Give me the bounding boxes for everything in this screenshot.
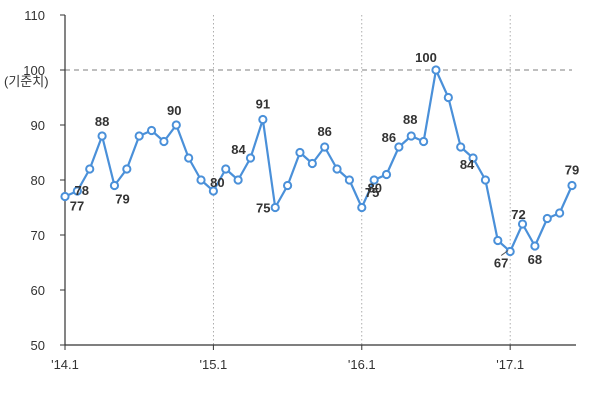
data-point	[493, 235, 503, 246]
y-tick-label: 90	[31, 118, 45, 133]
data-point	[517, 219, 528, 229]
data-point	[567, 180, 577, 191]
y-tick-label: 60	[31, 283, 45, 298]
data-point	[505, 246, 515, 257]
data-point	[443, 92, 453, 103]
data-point	[357, 202, 367, 213]
data-label: 100	[415, 50, 437, 65]
data-point	[146, 125, 157, 136]
data-label: 88	[403, 112, 417, 127]
data-point	[320, 142, 330, 152]
y-tick-label: 100	[23, 63, 45, 78]
data-point	[60, 191, 70, 202]
data-point	[282, 180, 293, 191]
y-tick-label: 110	[24, 8, 45, 23]
data-point	[530, 241, 540, 251]
data-point	[221, 164, 231, 174]
data-point	[307, 158, 317, 169]
data-point	[344, 175, 355, 185]
data-label: 86	[382, 130, 396, 145]
data-label: 79	[565, 163, 579, 178]
data-point	[394, 142, 404, 152]
data-point	[258, 114, 268, 125]
data-point	[159, 136, 169, 147]
data-point	[184, 153, 194, 163]
x-axis-ticks: '14.1 '15.1 '16.1 '17.1	[51, 345, 524, 372]
label-leader-line	[500, 250, 509, 256]
data-point	[332, 164, 342, 174]
data-labels: 7778887990808491758680758688100846772687…	[70, 50, 579, 271]
gridlines	[212, 15, 511, 345]
data-point	[85, 164, 95, 174]
data-label: 78	[74, 183, 88, 198]
data-point	[295, 147, 305, 158]
data-label: 84	[231, 142, 246, 157]
data-label: 86	[317, 124, 331, 139]
data-points	[60, 65, 577, 257]
data-label: 90	[167, 103, 181, 118]
x-tick-label: '14.1	[51, 357, 79, 372]
y-tick-label: 80	[31, 173, 45, 188]
data-point	[196, 175, 206, 185]
reference-label: (기준치)	[4, 74, 49, 89]
data-point	[369, 175, 379, 185]
data-label: 77	[70, 199, 84, 214]
data-point	[555, 208, 565, 218]
data-label: 72	[511, 207, 525, 222]
data-point	[245, 153, 256, 163]
data-point	[431, 65, 441, 75]
x-tick-label: '15.1	[199, 357, 227, 372]
data-point	[208, 186, 218, 196]
data-point	[72, 186, 82, 196]
data-point	[381, 169, 392, 180]
data-label: 88	[95, 114, 109, 129]
data-point	[233, 175, 243, 185]
data-label: 75	[256, 201, 270, 216]
data-label: 84	[460, 157, 475, 172]
data-point	[134, 131, 144, 141]
data-point	[480, 175, 491, 185]
data-point	[468, 153, 478, 163]
x-tick-label: '17.1	[496, 357, 524, 372]
data-label: 67	[494, 256, 508, 271]
data-point	[542, 213, 552, 224]
data-label: 68	[528, 252, 542, 267]
series-line	[64, 68, 574, 253]
y-tick-label: 50	[31, 338, 45, 353]
data-point	[122, 164, 132, 174]
data-point	[419, 136, 429, 147]
data-label: 91	[256, 97, 270, 112]
data-label: 80	[210, 175, 224, 190]
data-point	[97, 131, 107, 141]
data-label: 80	[368, 181, 382, 196]
x-tick-label: '16.1	[348, 357, 376, 372]
y-axis-ticks: 50 60 70 80 90 100 110	[23, 8, 65, 353]
data-point	[171, 120, 181, 130]
data-point	[270, 202, 280, 213]
data-point	[109, 180, 120, 191]
data-label: 79	[115, 192, 129, 207]
data-label: 75	[365, 185, 379, 200]
axes	[64, 15, 576, 346]
y-tick-label: 70	[31, 228, 45, 243]
data-point	[406, 131, 416, 141]
data-point	[456, 142, 466, 152]
